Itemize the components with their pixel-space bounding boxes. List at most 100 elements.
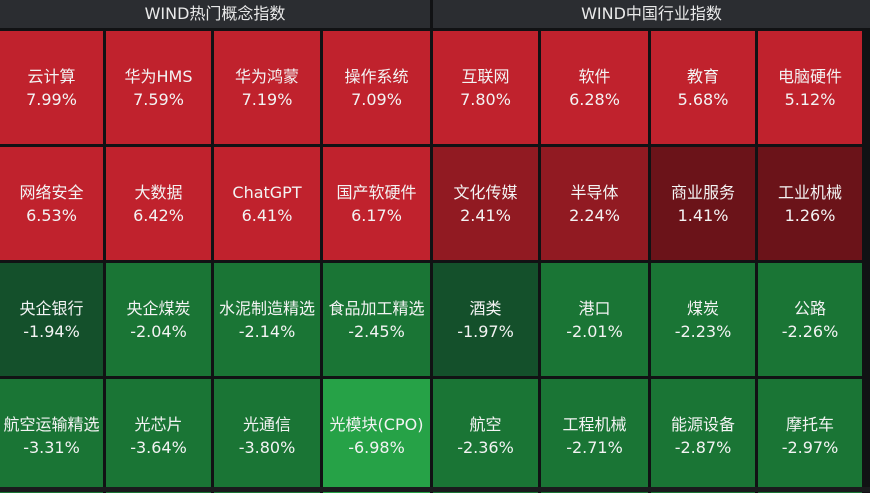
index-tile[interactable]: 食品加工精选 -2.45% xyxy=(323,263,430,376)
index-change: -1.97% xyxy=(457,321,514,341)
index-name: 公路 xyxy=(793,298,826,318)
index-tile[interactable]: 电脑硬件 5.12% xyxy=(758,31,862,144)
index-change: -2.87% xyxy=(674,438,732,457)
index-name: 摩托车 xyxy=(785,415,834,434)
concept-index-panel: WIND热门概念指数 云计算 7.99% 华为HMS 7.59% 华为鸿蒙 7.19% 操作… xyxy=(0,0,430,493)
index-change: 6.53% xyxy=(26,205,77,225)
index-name: 煤炭 xyxy=(686,298,719,318)
index-name: 华为HMS xyxy=(124,66,193,86)
index-tile[interactable]: 央企煤炭 -2.04% xyxy=(106,263,211,376)
index-tile[interactable]: 商业服务 1.41% xyxy=(651,147,755,260)
heatmap-grid: 云计算 7.99% 华为HMS 7.59% 华为鸿蒙 7.19% 操作系统 7.09% 网络安全… xyxy=(0,31,430,493)
index-name: 文化传媒 xyxy=(453,182,518,202)
index-change: -2.26% xyxy=(781,321,839,341)
index-name: 酒类 xyxy=(469,298,502,318)
index-name: 航空运输精选 xyxy=(3,415,100,434)
index-tile[interactable]: 光芯片 -3.64% xyxy=(106,379,211,493)
industry-index-panel: WIND中国行业指数 互联网 7.80% 软件 6.28% 教育 5.68% 电脑硬件 5.1… xyxy=(433,0,870,493)
index-tile[interactable]: 华为HMS 7.59% xyxy=(106,31,211,144)
index-change: -2.71% xyxy=(566,438,623,457)
index-tile[interactable]: 光通信 -3.80% xyxy=(214,379,320,493)
index-tile[interactable]: 国产软硬件 6.17% xyxy=(323,147,430,260)
index-change: -6.98% xyxy=(348,438,405,457)
index-change: 7.19% xyxy=(241,89,293,109)
index-tile[interactable]: 央企银行 -1.94% xyxy=(0,263,103,376)
index-tile[interactable]: 公路 -2.26% xyxy=(758,263,862,376)
index-name: 商业服务 xyxy=(670,182,735,202)
index-tile[interactable]: 大数据 6.42% xyxy=(106,147,211,260)
index-tile[interactable]: 航空运输精选 -3.31% xyxy=(0,379,103,493)
index-change: 7.09% xyxy=(351,89,402,109)
index-name: 电脑硬件 xyxy=(777,66,842,86)
index-change: 7.99% xyxy=(26,89,77,109)
index-change: 6.42% xyxy=(133,205,184,225)
index-change: -2.14% xyxy=(238,321,296,341)
index-name: 软件 xyxy=(578,66,611,86)
panel-title: WIND热门概念指数 xyxy=(0,0,430,28)
index-change: 1.26% xyxy=(784,205,836,225)
index-change: 7.80% xyxy=(460,89,511,109)
index-change: -2.45% xyxy=(348,321,405,341)
index-change: 2.24% xyxy=(569,205,620,225)
index-change: -1.94% xyxy=(23,321,80,341)
index-name: 互联网 xyxy=(461,66,510,86)
index-change: -2.23% xyxy=(674,321,732,341)
index-change: -3.64% xyxy=(130,438,187,457)
heatmap-grid: 互联网 7.80% 软件 6.28% 教育 5.68% 电脑硬件 5.12% 文化传媒 2.41%… xyxy=(433,31,870,493)
bottom-strip xyxy=(0,487,870,492)
index-name: ChatGPT xyxy=(232,182,302,202)
index-tile[interactable]: 工程机械 -2.71% xyxy=(541,379,648,493)
index-tile[interactable]: 航空 -2.36% xyxy=(433,379,538,493)
index-name: 光模块(CPO) xyxy=(329,415,424,434)
index-name: 云计算 xyxy=(27,66,76,86)
index-name: 操作系统 xyxy=(344,66,409,86)
index-tile[interactable]: 文化传媒 2.41% xyxy=(433,147,538,260)
index-tile[interactable]: 互联网 7.80% xyxy=(433,31,538,144)
index-tile[interactable]: 光模块(CPO) -6.98% xyxy=(323,379,430,493)
index-tile[interactable]: 软件 6.28% xyxy=(541,31,648,144)
index-change: 6.28% xyxy=(569,89,620,109)
index-change: -3.80% xyxy=(238,438,296,457)
index-name: 水泥制造精选 xyxy=(218,298,315,318)
index-name: 央企煤炭 xyxy=(126,298,191,318)
index-change: 5.12% xyxy=(784,89,836,109)
index-change: -2.36% xyxy=(457,438,514,457)
index-tile[interactable]: 摩托车 -2.97% xyxy=(758,379,862,493)
index-name: 光芯片 xyxy=(134,415,183,434)
index-tile[interactable]: 云计算 7.99% xyxy=(0,31,103,144)
index-tile[interactable]: 能源设备 -2.87% xyxy=(651,379,755,493)
index-name: 工程机械 xyxy=(562,415,627,434)
index-change: 5.68% xyxy=(677,89,729,109)
index-change: -2.97% xyxy=(781,438,839,457)
index-tile[interactable]: 港口 -2.01% xyxy=(541,263,648,376)
panel-title: WIND中国行业指数 xyxy=(433,0,870,28)
index-name: 国产软硬件 xyxy=(336,182,417,202)
index-name: 半导体 xyxy=(570,182,619,202)
index-name: 光通信 xyxy=(242,415,291,434)
index-tile[interactable]: 煤炭 -2.23% xyxy=(651,263,755,376)
index-tile[interactable]: ChatGPT 6.41% xyxy=(214,147,320,260)
index-change: 6.17% xyxy=(351,205,402,225)
index-name: 食品加工精选 xyxy=(328,298,425,318)
index-name: 能源设备 xyxy=(670,415,735,434)
index-name: 航空 xyxy=(469,415,502,434)
index-name: 教育 xyxy=(686,66,719,86)
index-name: 网络安全 xyxy=(19,182,84,202)
index-change: 1.41% xyxy=(677,205,729,225)
index-tile[interactable]: 网络安全 6.53% xyxy=(0,147,103,260)
index-name: 工业机械 xyxy=(777,182,842,202)
index-name: 华为鸿蒙 xyxy=(234,66,299,86)
index-change: -2.04% xyxy=(130,321,187,341)
index-tile[interactable]: 工业机械 1.26% xyxy=(758,147,862,260)
index-name: 央企银行 xyxy=(19,298,84,318)
index-tile[interactable]: 操作系统 7.09% xyxy=(323,31,430,144)
index-tile[interactable]: 半导体 2.24% xyxy=(541,147,648,260)
index-change: 2.41% xyxy=(460,205,511,225)
index-change: -2.01% xyxy=(566,321,623,341)
index-tile[interactable]: 华为鸿蒙 7.19% xyxy=(214,31,320,144)
index-name: 港口 xyxy=(578,298,611,318)
index-name: 大数据 xyxy=(134,182,183,202)
index-tile[interactable]: 教育 5.68% xyxy=(651,31,755,144)
index-tile[interactable]: 酒类 -1.97% xyxy=(433,263,538,376)
index-tile[interactable]: 水泥制造精选 -2.14% xyxy=(214,263,320,376)
